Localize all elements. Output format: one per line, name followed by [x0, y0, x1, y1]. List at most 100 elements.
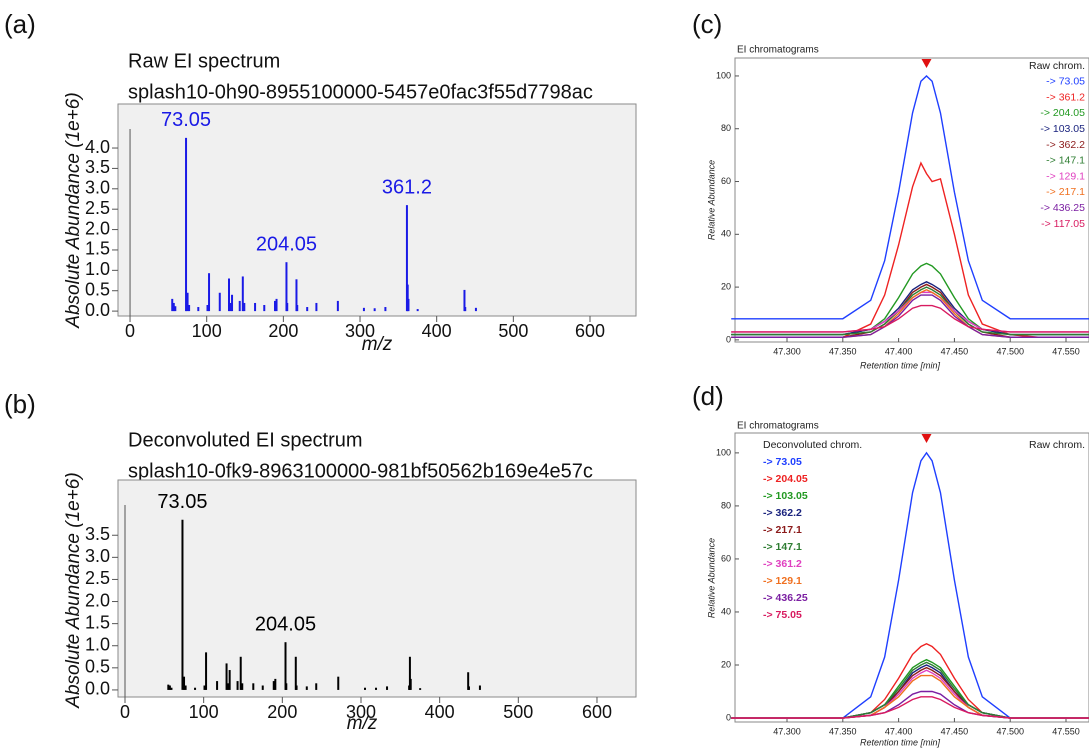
x-tick-label: 400	[425, 702, 455, 722]
chromatogram-line	[731, 294, 1089, 338]
x-axis-label: Retention time [min]	[860, 360, 941, 370]
legend-entry: -> 204.05	[1040, 107, 1085, 119]
x-tick-label: 47.450	[941, 726, 969, 736]
x-tick-label: 300	[346, 702, 376, 722]
y-tick-label: 3.5	[85, 157, 110, 177]
y-axis-label: Relative Abundance	[706, 160, 716, 240]
legend-entry: -> 204.05	[763, 473, 808, 485]
chromatogram-line	[731, 304, 1089, 333]
y-tick-label: 0.0	[85, 679, 110, 699]
y-tick-label: 60	[721, 553, 731, 563]
y-tick-label: 2.5	[85, 568, 110, 588]
chart-title: Raw EI spectrum	[128, 50, 280, 72]
y-tick-label: 0.0	[85, 300, 110, 320]
y-tick-label: 2.5	[85, 198, 110, 218]
y-tick-label: 0.5	[85, 279, 110, 299]
y-axis-label: Absolute Abundance (1e+6)	[63, 92, 84, 328]
x-tick-label: 47.400	[885, 346, 913, 356]
y-tick-label: 0	[726, 712, 731, 722]
legend-note: Raw chrom.	[1029, 439, 1085, 451]
y-tick-label: 40	[721, 606, 731, 616]
legend-entry: -> 361.2	[1046, 91, 1085, 103]
x-tick-label: 47.300	[773, 726, 801, 736]
x-tick-label: 600	[575, 321, 605, 341]
y-tick-label: 3.0	[85, 546, 110, 566]
x-axis-label: m/z	[362, 334, 393, 355]
y-tick-label: 2.0	[85, 218, 110, 238]
peak-annotation: 73.05	[157, 491, 207, 513]
peak-marker	[921, 434, 932, 443]
legend-entry: -> 129.1	[1046, 170, 1085, 182]
chart-subtitle: splash10-0fk9-8963100000-981bf50562b169e…	[128, 460, 593, 482]
y-tick-label: 20	[721, 281, 731, 291]
y-tick-label: 100	[716, 447, 731, 457]
chart-title: EI chromatograms	[737, 45, 819, 56]
legend-entry: -> 73.05	[763, 456, 802, 468]
chart-subtitle: splash10-0h90-8955100000-5457e0fac3f55d7…	[128, 81, 593, 103]
panel-label: (c)	[692, 9, 722, 39]
y-tick-label: 20	[721, 659, 731, 669]
panel-label: (d)	[692, 381, 724, 411]
chromatogram-line	[731, 696, 1089, 719]
legend-entry: -> 75.05	[763, 609, 802, 621]
x-tick-label: 200	[267, 702, 297, 722]
legend-entry: -> 362.2	[763, 507, 802, 519]
x-tick-label: 0	[125, 321, 135, 341]
legend-entry: -> 73.05	[1046, 76, 1085, 88]
legend-entry: -> 362.2	[1046, 139, 1085, 151]
y-axis-label: Relative Abundance	[706, 538, 716, 618]
y-tick-label: 0	[726, 334, 731, 344]
x-tick-label: 47.550	[1052, 346, 1080, 356]
legend-entry: -> 217.1	[763, 524, 802, 536]
x-tick-label: 300	[345, 321, 375, 341]
x-axis-label: m/z	[347, 713, 378, 734]
peak-annotation: 361.2	[382, 176, 432, 198]
legend-entry: -> 129.1	[763, 575, 802, 587]
legend-entry: -> 147.1	[763, 541, 802, 553]
panel-label: (b)	[4, 389, 36, 419]
legend-entry: -> 361.2	[763, 558, 802, 570]
plot-area	[734, 57, 1089, 343]
y-tick-label: 3.5	[85, 524, 110, 544]
peak-annotation: 73.05	[161, 109, 211, 131]
x-tick-label: 500	[498, 321, 528, 341]
x-tick-label: 100	[192, 321, 222, 341]
chart-title: Deconvoluted EI spectrum	[128, 429, 363, 451]
x-axis-label: Retention time [min]	[860, 737, 941, 747]
x-tick-label: 200	[268, 321, 298, 341]
chromatogram-line	[731, 286, 1089, 336]
y-tick-label: 3.0	[85, 178, 110, 198]
plot-area	[117, 479, 637, 698]
peak-marker	[921, 59, 932, 68]
y-axis-label: Absolute Abundance (1e+6)	[63, 472, 84, 708]
x-tick-label: 47.500	[996, 726, 1024, 736]
legend-entry: -> 117.05	[1041, 218, 1085, 230]
peak-annotation: 204.05	[255, 613, 316, 635]
x-tick-label: 500	[503, 702, 533, 722]
x-tick-label: 600	[582, 702, 612, 722]
x-tick-label: 47.300	[773, 346, 801, 356]
plot-area	[117, 103, 637, 317]
legend-entry: -> 147.1	[1046, 155, 1085, 167]
y-tick-label: 0.5	[85, 657, 110, 677]
peak-annotation: 204.05	[256, 233, 317, 255]
y-tick-label: 80	[721, 123, 731, 133]
y-tick-label: 40	[721, 229, 731, 239]
x-tick-label: 47.500	[996, 346, 1024, 356]
legend-title: Raw chrom.	[1029, 60, 1085, 72]
y-tick-label: 1.0	[85, 634, 110, 654]
x-tick-label: 47.400	[885, 726, 913, 736]
legend-entry: -> 436.25	[763, 592, 808, 604]
y-tick-label: 100	[716, 70, 731, 80]
chromatogram-line	[731, 74, 1089, 320]
x-tick-label: 47.550	[1052, 726, 1080, 736]
y-tick-label: 2.0	[85, 590, 110, 610]
x-tick-label: 0	[120, 702, 130, 722]
x-tick-label: 400	[422, 321, 452, 341]
x-tick-label: 47.350	[829, 346, 857, 356]
legend-entry: -> 103.05	[763, 490, 808, 502]
x-tick-label: 47.350	[829, 726, 857, 736]
y-tick-label: 1.0	[85, 259, 110, 279]
